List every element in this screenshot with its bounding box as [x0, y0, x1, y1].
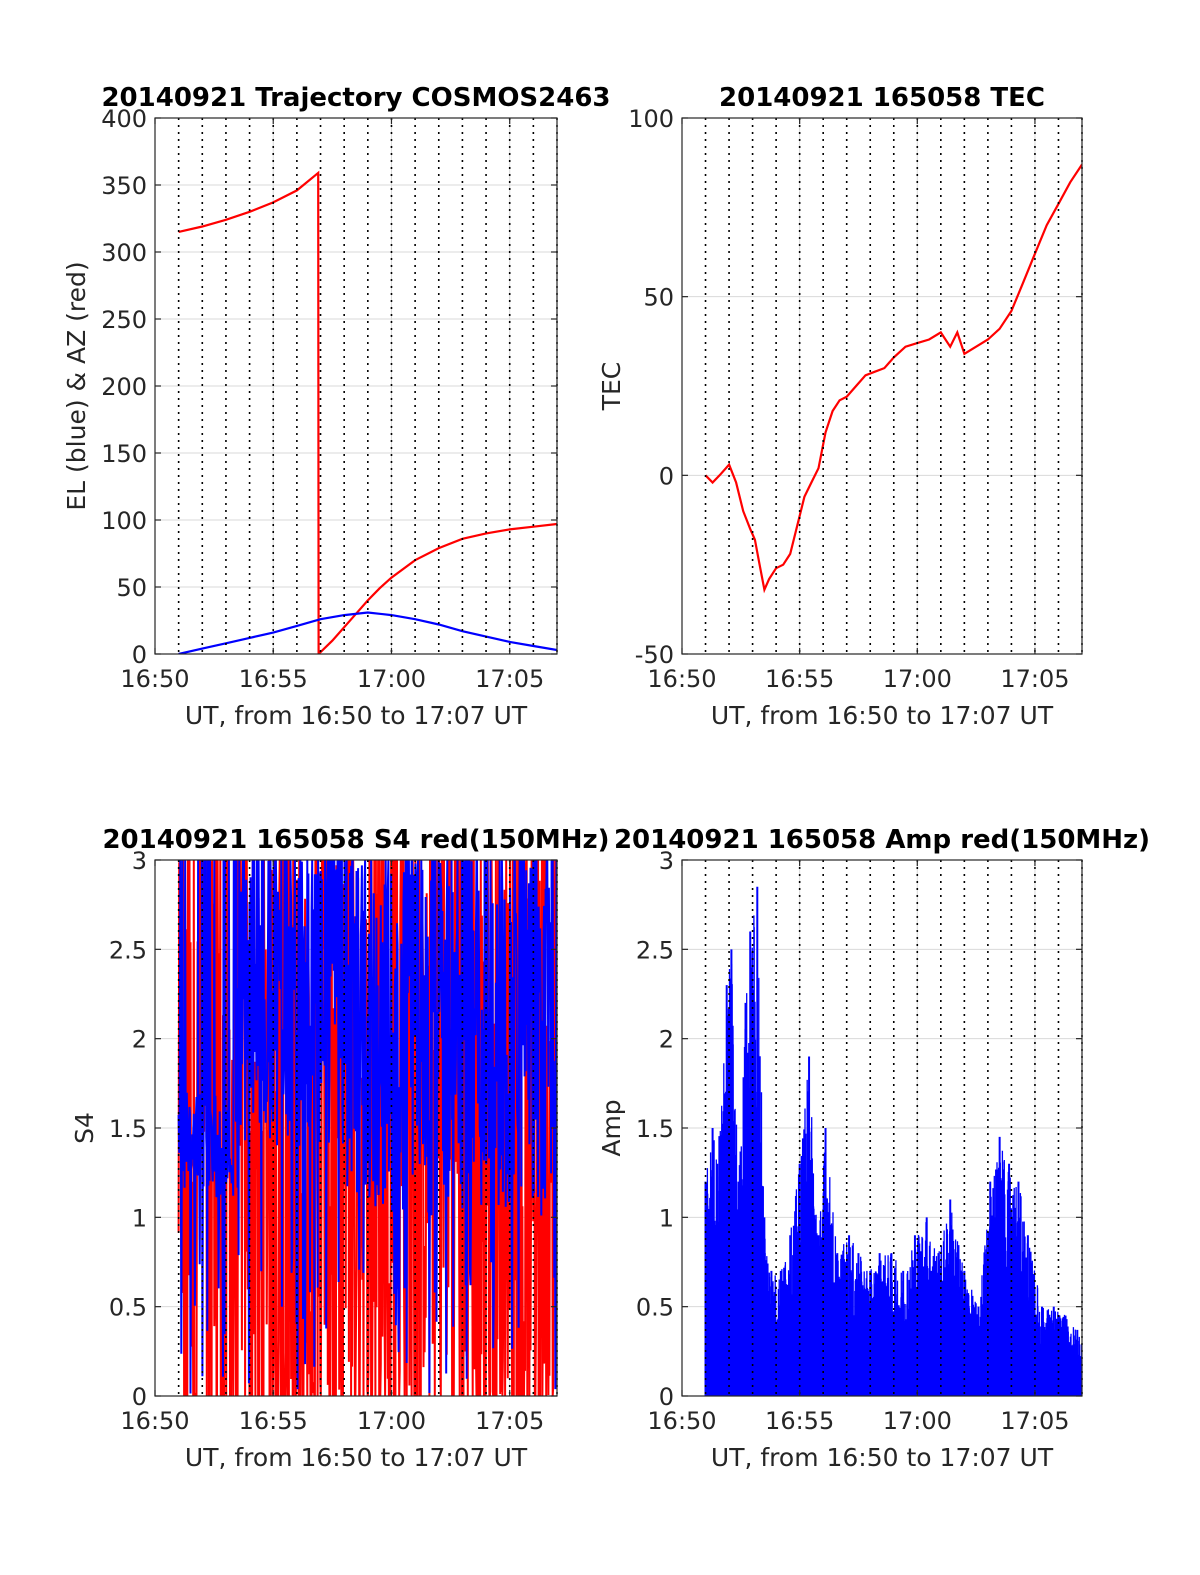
x-tick-label: 16:55: [765, 1407, 834, 1435]
x-axis-label: UT, from 16:50 to 17:07 UT: [185, 701, 528, 730]
x-tick-label: 16:55: [239, 1407, 308, 1435]
y-tick-label: 300: [101, 239, 147, 267]
chart-title: 20140921 165058 S4 red(150MHz): [102, 825, 609, 855]
y-tick-label: 2: [659, 1026, 674, 1054]
chart-title: 20140921 Trajectory COSMOS2463: [101, 83, 610, 113]
y-tick-label: 2: [132, 1026, 147, 1054]
axes-box: [681, 117, 1083, 655]
x-axis-label: UT, from 16:50 to 17:07 UT: [185, 1443, 528, 1472]
x-tick-label: 16:55: [765, 665, 834, 693]
y-axis-label: TEC: [597, 362, 626, 412]
series-group: [178, 170, 557, 654]
y-tick-label: 1.5: [109, 1115, 147, 1143]
x-tick-label: 17:00: [883, 1407, 952, 1435]
y-tick-label: 100: [628, 105, 674, 133]
panel-trajectory: 0 50 100 150 200 250 300 350 400 16:50 16:55 17:00 1…: [62, 83, 611, 730]
series-line-blue: [177, 860, 557, 1394]
x-tick-label: 17:05: [475, 665, 544, 693]
x-tick-label: 16:50: [647, 665, 716, 693]
series-group: [704, 886, 1082, 1396]
x-axis-label: UT, from 16:50 to 17:07 UT: [711, 1443, 1054, 1472]
y-tick-label: 1: [659, 1204, 674, 1232]
y-tick-label: 250: [101, 306, 147, 334]
y-tick-label: 0: [659, 462, 674, 490]
y-tick-label: 1.5: [636, 1115, 674, 1143]
y-tick-label: 2.5: [109, 936, 147, 964]
series-line-red: [704, 163, 1082, 594]
series-group: [704, 163, 1082, 594]
chart-title: 20140921 165058 TEC: [719, 83, 1045, 113]
x-tick-label: 17:00: [357, 1407, 426, 1435]
x-tick-label: 17:05: [1000, 665, 1069, 693]
y-tick-label: 0: [132, 641, 147, 669]
y-tick-label: 200: [101, 373, 147, 401]
panel-amp: 0 0.5 1 1.5 2 2.5 3 16:50 16:55 17:00 17:05 UT, fro…: [597, 825, 1150, 1472]
y-tick-label: 350: [101, 172, 147, 200]
x-tick-label: 16:50: [647, 1407, 716, 1435]
y-tick-label: 0.5: [109, 1294, 147, 1322]
x-tick-label: 17:05: [1000, 1407, 1069, 1435]
y-tick-label: 0: [659, 1383, 674, 1411]
y-tick-label: -50: [635, 641, 674, 669]
y-tick-label: 50: [116, 574, 147, 602]
y-tick-label: 0: [132, 1383, 147, 1411]
x-axis-label: UT, from 16:50 to 17:07 UT: [711, 701, 1054, 730]
y-tick-label: 3: [132, 847, 147, 875]
panel-s4: 0 0.5 1 1.5 2 2.5 3 16:50 16:55 17:00 17:05 UT, fro…: [70, 825, 610, 1472]
y-tick-label: 2.5: [636, 936, 674, 964]
x-tick-label: 16:50: [120, 1407, 189, 1435]
x-tick-label: 16:55: [239, 665, 308, 693]
y-axis-label: Amp: [597, 1099, 626, 1156]
y-axis-label: EL (blue) & AZ (red): [62, 261, 91, 510]
y-tick-label: 50: [643, 284, 674, 312]
y-tick-label: 3: [659, 847, 674, 875]
x-tick-label: 17:05: [475, 1407, 544, 1435]
series-line-blue: [178, 611, 557, 654]
x-tick-label: 17:00: [357, 665, 426, 693]
y-tick-label: 400: [101, 105, 147, 133]
x-tick-label: 17:00: [883, 665, 952, 693]
y-tick-label: 1: [132, 1204, 147, 1232]
chart-title: 20140921 165058 Amp red(150MHz): [614, 825, 1150, 855]
y-tick-label: 0.5: [636, 1294, 674, 1322]
series-group: [177, 860, 557, 1396]
x-tick-label: 16:50: [120, 665, 189, 693]
y-tick-label: 150: [101, 440, 147, 468]
y-tick-label: 100: [101, 507, 147, 535]
plot-area: [682, 118, 1082, 654]
panel-tec: -50 0 50 100 16:50 16:55 17:00 17:05 UT, from 16…: [597, 83, 1083, 730]
y-axis-label: S4: [70, 1112, 99, 1144]
